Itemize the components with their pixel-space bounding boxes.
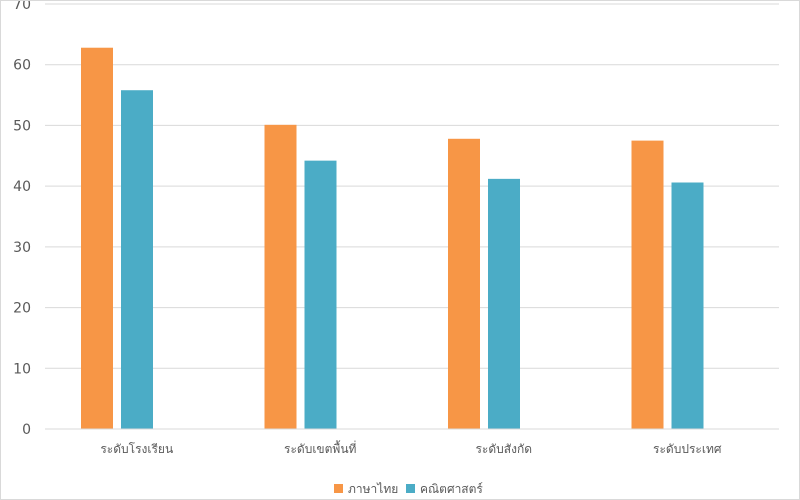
category-label: ระดับประเทศ [653,442,722,456]
gridlines [45,3,779,369]
bar-thai [81,47,113,429]
category-label: ระดับสังกัด [475,442,532,456]
legend-label: ภาษาไทย [348,482,398,496]
legend-swatch [406,484,415,493]
legend: ภาษาไทย คณิตศาสตร์ [334,482,483,496]
bar-thai [264,124,297,430]
bars [81,47,704,430]
legend-swatch [334,484,343,493]
y-axis-ticks: 0 10 20 30 40 50 60 70 [13,1,31,438]
y-tick-label: 20 [13,301,31,317]
y-tick-label: 10 [13,361,31,377]
y-tick-label: 40 [13,179,31,195]
bar-math [304,160,337,429]
y-tick-label: 30 [13,240,31,256]
category-label: ระดับโรงเรียน [100,442,173,456]
bar-math [671,182,704,429]
category-label: ระดับเขตพื้นที่ [284,440,357,456]
y-tick-label: 60 [13,58,31,74]
y-tick-label: 0 [22,422,31,438]
legend-label: คณิตศาสตร์ [420,482,483,496]
bar-thai [631,140,664,429]
bar-math [121,90,153,429]
y-tick-label: 70 [13,1,31,13]
y-tick-label: 50 [13,118,31,134]
bar-thai [448,138,480,430]
x-axis-categories: ระดับโรงเรียน ระดับเขตพื้นที่ ระดับสังกัด ร… [100,440,722,456]
bar-math [488,178,520,429]
